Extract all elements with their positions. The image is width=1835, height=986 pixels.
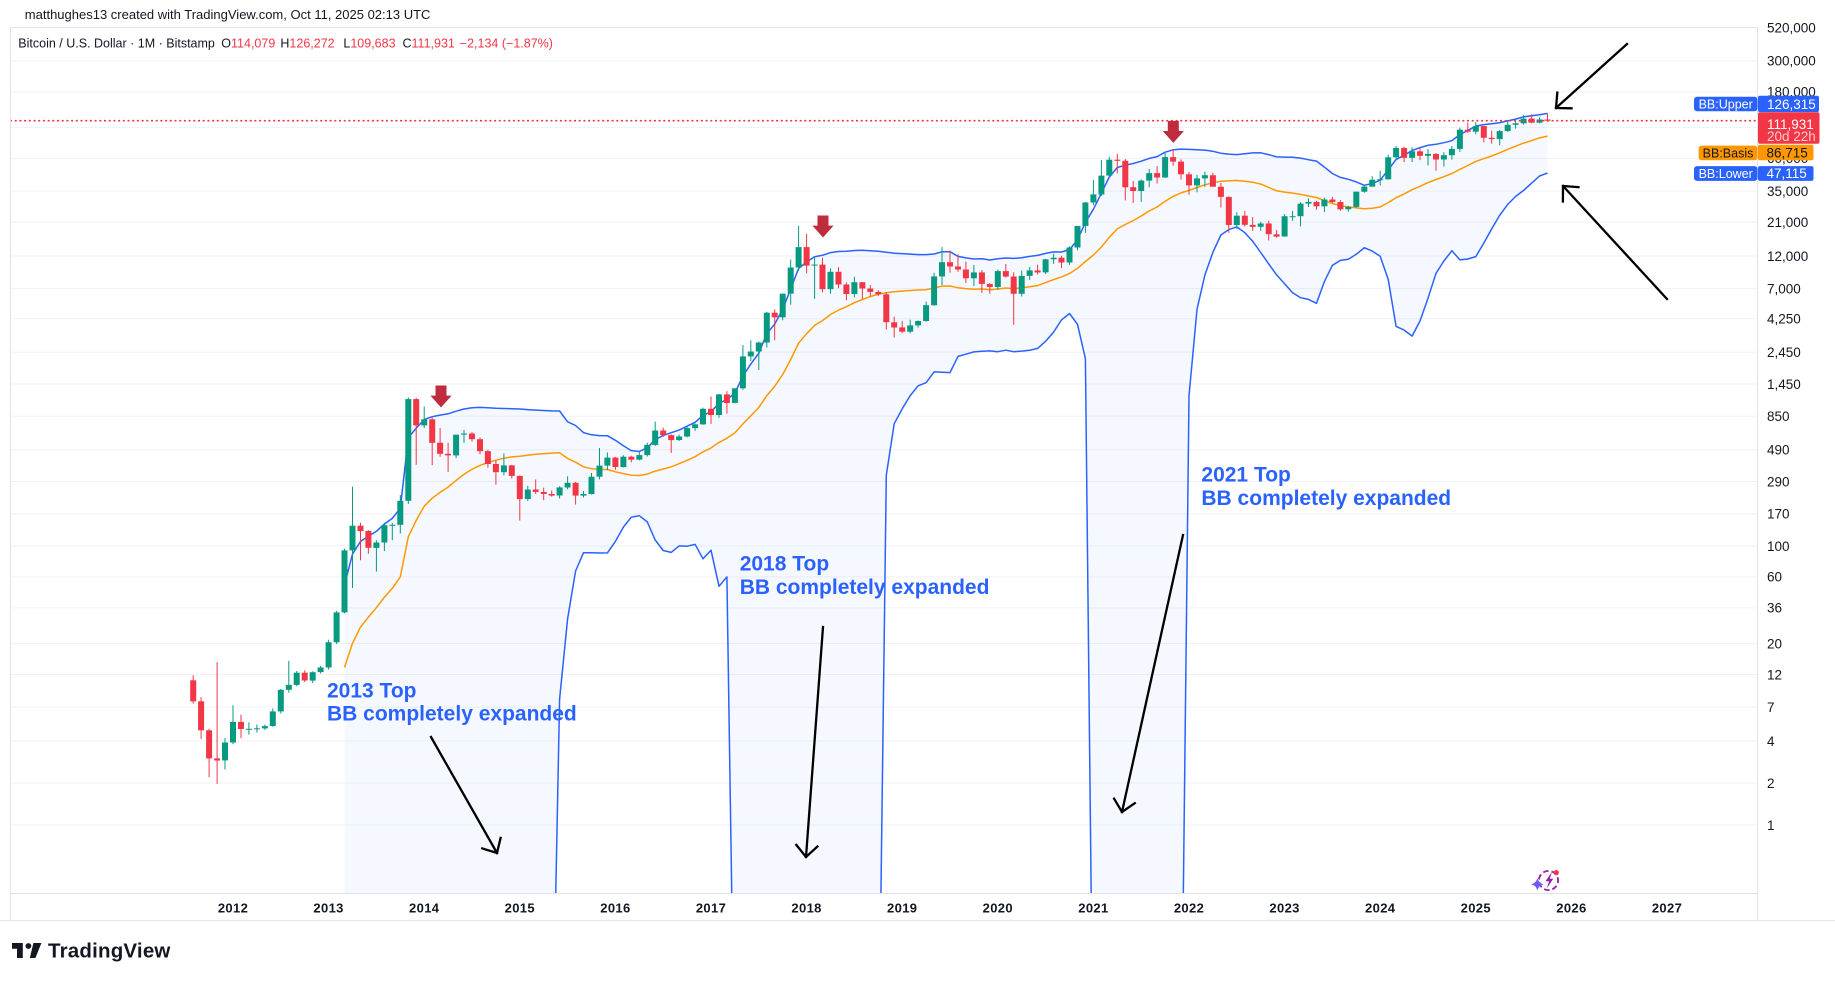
svg-text:520,000: 520,000 — [1767, 20, 1816, 35]
svg-text:2016: 2016 — [600, 901, 630, 916]
svg-text:L109,683: L109,683 — [343, 36, 395, 50]
svg-text:2027: 2027 — [1652, 901, 1682, 916]
svg-text:BB completely expanded: BB completely expanded — [1201, 487, 1451, 510]
svg-text:2024: 2024 — [1365, 901, 1396, 916]
svg-text:126,315: 126,315 — [1767, 97, 1816, 112]
svg-text:4,250: 4,250 — [1767, 312, 1801, 327]
svg-text:2022: 2022 — [1174, 901, 1204, 916]
svg-text:−2,134 (−1.87%): −2,134 (−1.87%) — [460, 36, 553, 50]
svg-text:290: 290 — [1767, 474, 1790, 489]
svg-text:12,000: 12,000 — [1767, 249, 1808, 264]
svg-text:1: 1 — [1767, 818, 1775, 833]
svg-text:2015: 2015 — [505, 901, 535, 916]
svg-text:490: 490 — [1767, 443, 1790, 458]
svg-text:matthughes13 created with Trad: matthughes13 created with TradingView.co… — [25, 7, 431, 22]
svg-text:2013: 2013 — [313, 901, 343, 916]
svg-text:2: 2 — [1767, 776, 1775, 791]
svg-text:H126,272: H126,272 — [280, 36, 334, 50]
svg-text:C111,931: C111,931 — [403, 36, 455, 50]
svg-text:BB completely expanded: BB completely expanded — [740, 576, 990, 599]
svg-text:86,715: 86,715 — [1767, 146, 1808, 161]
svg-text:7: 7 — [1767, 700, 1775, 715]
svg-text:300,000: 300,000 — [1767, 54, 1816, 69]
svg-text:21,000: 21,000 — [1767, 215, 1808, 230]
svg-text:2021: 2021 — [1078, 901, 1108, 916]
svg-text:7,000: 7,000 — [1767, 281, 1801, 296]
svg-text:TradingView: TradingView — [48, 940, 171, 963]
svg-text:111,931: 111,931 — [1767, 117, 1814, 132]
svg-text:2019: 2019 — [887, 901, 917, 916]
svg-text:2026: 2026 — [1556, 901, 1586, 916]
svg-text:60: 60 — [1767, 570, 1782, 585]
svg-text:2012: 2012 — [218, 901, 248, 916]
svg-text:BB:Basis: BB:Basis — [1703, 146, 1754, 160]
svg-text:2020: 2020 — [983, 901, 1013, 916]
svg-text:2017: 2017 — [696, 901, 726, 916]
svg-text:Bitcoin / U.S. Dollar · 1M · B: Bitcoin / U.S. Dollar · 1M · Bitstamp — [18, 36, 215, 50]
svg-text:2018: 2018 — [791, 901, 821, 916]
svg-text:20d 22h: 20d 22h — [1767, 129, 1816, 144]
svg-text:O114,079: O114,079 — [221, 36, 275, 50]
svg-text:850: 850 — [1767, 409, 1790, 424]
svg-text:20: 20 — [1767, 636, 1782, 651]
svg-text:100: 100 — [1767, 539, 1790, 554]
svg-text:2025: 2025 — [1461, 901, 1491, 916]
svg-text:36: 36 — [1767, 601, 1782, 616]
svg-text:2021 Top: 2021 Top — [1201, 464, 1290, 487]
svg-text:2018 Top: 2018 Top — [740, 553, 829, 576]
svg-text:BB:Upper: BB:Upper — [1699, 97, 1753, 111]
svg-text:BB completely expanded: BB completely expanded — [327, 703, 577, 726]
svg-text:2013 Top: 2013 Top — [327, 679, 416, 702]
svg-text:4: 4 — [1767, 734, 1775, 749]
svg-text:12: 12 — [1767, 667, 1782, 682]
svg-text:2023: 2023 — [1269, 901, 1299, 916]
svg-text:BB:Lower: BB:Lower — [1699, 167, 1753, 181]
svg-text:35,000: 35,000 — [1767, 184, 1808, 199]
svg-text:1,450: 1,450 — [1767, 377, 1801, 392]
svg-text:47,115: 47,115 — [1767, 166, 1807, 181]
svg-text:170: 170 — [1767, 507, 1790, 522]
svg-text:2,450: 2,450 — [1767, 345, 1801, 360]
svg-text:2014: 2014 — [409, 901, 440, 916]
